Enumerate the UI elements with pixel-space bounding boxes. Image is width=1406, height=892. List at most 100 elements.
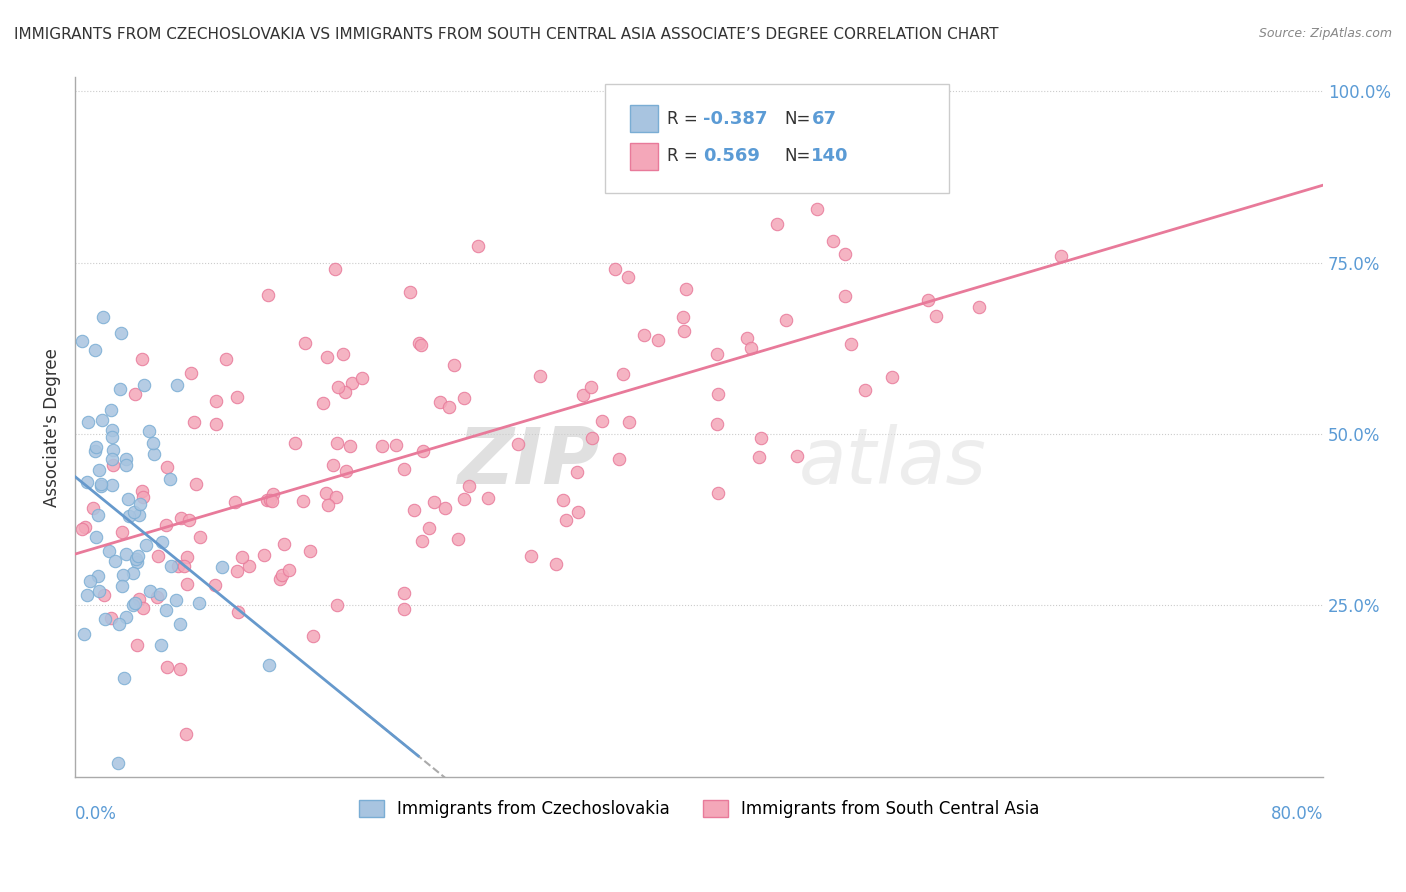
Immigrants from Czechoslovakia	[150, 534, 173, 549]
Immigrants from Czechoslovakia	[73, 627, 96, 641]
Immigrants from South Central Asia	[592, 414, 614, 428]
Immigrants from South Central Asia	[273, 537, 295, 551]
Immigrants from Czechoslovakia	[91, 413, 114, 427]
Immigrants from South Central Asia	[443, 359, 465, 373]
Immigrants from South Central Asia	[166, 559, 188, 574]
Immigrants from South Central Asia	[429, 395, 451, 409]
Immigrants from South Central Asia	[605, 262, 627, 277]
Text: 0.0%: 0.0%	[75, 805, 117, 822]
Immigrants from Czechoslovakia	[89, 463, 111, 477]
Immigrants from Czechoslovakia	[115, 458, 138, 473]
Immigrants from Czechoslovakia	[103, 442, 125, 457]
Immigrants from South Central Asia	[322, 458, 344, 472]
Immigrants from South Central Asia	[73, 520, 96, 534]
Immigrants from Czechoslovakia	[160, 558, 183, 573]
Immigrants from South Central Asia	[124, 386, 146, 401]
Immigrants from Czechoslovakia	[108, 382, 131, 396]
Immigrants from South Central Asia	[824, 173, 846, 187]
Immigrants from South Central Asia	[392, 586, 415, 600]
Immigrants from South Central Asia	[672, 310, 695, 324]
Immigrants from South Central Asia	[806, 202, 828, 217]
Immigrants from Czechoslovakia	[107, 756, 129, 771]
Immigrants from South Central Asia	[546, 557, 568, 571]
Immigrants from South Central Asia	[284, 435, 307, 450]
Immigrants from South Central Asia	[326, 435, 349, 450]
Text: N=: N=	[785, 110, 810, 128]
Immigrants from South Central Asia	[316, 498, 339, 512]
Immigrants from South Central Asia	[226, 390, 249, 404]
Immigrants from Czechoslovakia	[121, 566, 143, 581]
Immigrants from South Central Asia	[748, 450, 770, 464]
Immigrants from Czechoslovakia	[142, 447, 165, 461]
Immigrants from South Central Asia	[408, 336, 430, 351]
Immigrants from South Central Asia	[262, 487, 284, 501]
Immigrants from South Central Asia	[173, 559, 195, 574]
Immigrants from South Central Asia	[226, 564, 249, 578]
Immigrants from Czechoslovakia	[127, 549, 149, 563]
Immigrants from South Central Asia	[707, 486, 730, 500]
Immigrants from South Central Asia	[146, 549, 169, 563]
Immigrants from Czechoslovakia	[100, 403, 122, 417]
Immigrants from South Central Asia	[453, 391, 475, 405]
Immigrants from South Central Asia	[215, 351, 238, 366]
Immigrants from South Central Asia	[205, 393, 228, 408]
Text: 80.0%: 80.0%	[1271, 805, 1323, 822]
Immigrants from South Central Asia	[821, 234, 844, 248]
Immigrants from South Central Asia	[384, 437, 406, 451]
Immigrants from South Central Asia	[834, 289, 856, 303]
Legend: Immigrants from Czechoslovakia, Immigrants from South Central Asia: Immigrants from Czechoslovakia, Immigran…	[352, 793, 1046, 824]
Immigrants from Czechoslovakia	[118, 508, 141, 523]
Immigrants from South Central Asia	[125, 638, 148, 652]
Text: atlas: atlas	[799, 424, 987, 500]
Immigrants from South Central Asia	[411, 533, 433, 548]
Immigrants from Czechoslovakia	[89, 583, 111, 598]
Immigrants from South Central Asia	[882, 369, 904, 384]
Immigrants from Czechoslovakia	[115, 610, 138, 624]
Immigrants from South Central Asia	[315, 485, 337, 500]
Immigrants from South Central Asia	[176, 550, 198, 565]
Immigrants from South Central Asia	[145, 590, 167, 604]
Immigrants from Czechoslovakia	[188, 596, 211, 610]
Immigrants from South Central Asia	[551, 493, 574, 508]
Immigrants from South Central Asia	[371, 439, 394, 453]
Immigrants from South Central Asia	[204, 578, 226, 592]
Immigrants from South Central Asia	[335, 464, 357, 478]
Immigrants from South Central Asia	[581, 432, 603, 446]
Immigrants from Czechoslovakia	[128, 508, 150, 522]
Immigrants from Czechoslovakia	[83, 443, 105, 458]
Immigrants from Czechoslovakia	[104, 554, 127, 568]
Immigrants from South Central Asia	[917, 293, 939, 307]
Immigrants from South Central Asia	[447, 532, 470, 546]
Immigrants from Czechoslovakia	[84, 343, 107, 358]
Immigrants from Czechoslovakia	[155, 603, 177, 617]
Immigrants from South Central Asia	[170, 511, 193, 525]
Immigrants from Czechoslovakia	[87, 508, 110, 522]
Text: Source: ZipAtlas.com: Source: ZipAtlas.com	[1258, 27, 1392, 40]
Immigrants from South Central Asia	[735, 331, 758, 345]
Immigrants from Czechoslovakia	[76, 475, 98, 489]
Immigrants from South Central Asia	[333, 385, 356, 400]
Immigrants from Czechoslovakia	[98, 544, 121, 558]
Immigrants from South Central Asia	[326, 379, 349, 393]
Immigrants from South Central Asia	[612, 367, 634, 381]
Text: 0.569: 0.569	[703, 147, 759, 166]
Immigrants from Czechoslovakia	[159, 472, 181, 486]
Immigrants from South Central Asia	[647, 333, 669, 347]
Immigrants from Czechoslovakia	[139, 583, 162, 598]
Text: R =: R =	[666, 110, 697, 128]
Immigrants from Czechoslovakia	[257, 658, 280, 673]
Immigrants from South Central Asia	[616, 269, 638, 284]
Immigrants from South Central Asia	[437, 401, 460, 415]
Immigrants from Czechoslovakia	[115, 547, 138, 561]
Immigrants from South Central Asia	[617, 415, 640, 429]
Immigrants from South Central Asia	[257, 288, 280, 302]
Immigrants from Czechoslovakia	[101, 430, 124, 444]
Immigrants from Czechoslovakia	[79, 574, 101, 589]
Immigrants from South Central Asia	[270, 568, 292, 582]
Immigrants from Czechoslovakia	[101, 423, 124, 437]
Immigrants from South Central Asia	[339, 439, 361, 453]
Immigrants from Czechoslovakia	[117, 491, 139, 506]
Immigrants from Czechoslovakia	[125, 555, 148, 569]
FancyBboxPatch shape	[606, 85, 949, 193]
Immigrants from Czechoslovakia	[142, 436, 165, 450]
